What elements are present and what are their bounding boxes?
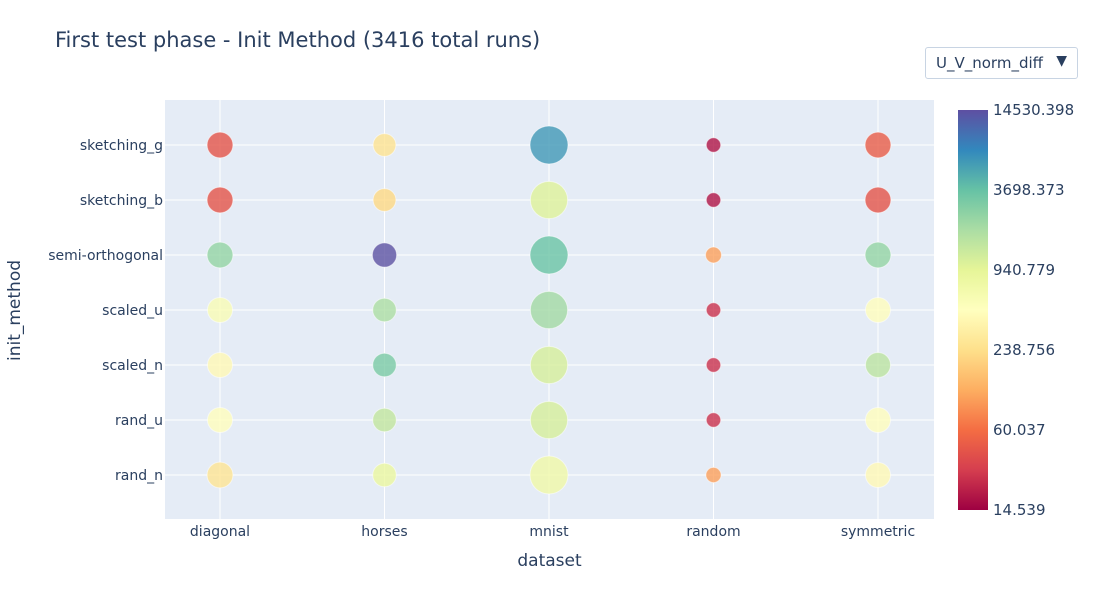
data-point[interactable] bbox=[529, 125, 569, 165]
x-tick-label: horses bbox=[361, 524, 407, 540]
data-point[interactable] bbox=[372, 462, 397, 488]
y-tick-label: scaled_n bbox=[102, 358, 163, 374]
y-tick-label: rand_n bbox=[115, 468, 163, 484]
data-point[interactable] bbox=[529, 180, 569, 220]
data-point[interactable] bbox=[206, 461, 234, 489]
data-point[interactable] bbox=[372, 297, 397, 323]
data-point[interactable] bbox=[705, 302, 722, 318]
data-point[interactable] bbox=[206, 186, 234, 214]
x-tick-label: diagonal bbox=[190, 524, 250, 540]
colorbar bbox=[958, 110, 988, 510]
x-axis-title: dataset bbox=[517, 551, 582, 571]
chart-title: First test phase - Init Method (3416 tot… bbox=[55, 28, 541, 52]
y-axis-ticks: rand_n rand_u scaled_n scaled_u semi-orthogo… bbox=[48, 138, 163, 484]
data-point[interactable] bbox=[529, 290, 569, 330]
data-point[interactable] bbox=[705, 192, 722, 208]
data-point[interactable] bbox=[705, 246, 722, 264]
x-tick-label: random bbox=[686, 524, 740, 540]
data-point[interactable] bbox=[529, 455, 569, 495]
data-point[interactable] bbox=[372, 352, 397, 378]
y-tick-label: rand_u bbox=[115, 413, 163, 429]
data-point[interactable] bbox=[864, 461, 892, 489]
data-point[interactable] bbox=[206, 241, 234, 269]
data-point[interactable] bbox=[371, 242, 398, 268]
y-axis-title: init_method bbox=[5, 260, 25, 361]
colorbar-ticks: 14530.398 3698.373 940.779 238.756 60.037 14.… bbox=[993, 101, 1074, 519]
dropdown-selected-value: U_V_norm_diff bbox=[936, 54, 1043, 72]
data-point[interactable] bbox=[705, 357, 722, 373]
chevron-down-icon: ▼ bbox=[1056, 53, 1067, 69]
data-point[interactable] bbox=[705, 466, 722, 484]
data-point[interactable] bbox=[206, 351, 234, 379]
data-point[interactable] bbox=[529, 235, 569, 275]
colorbar-tick-label: 14.539 bbox=[993, 501, 1046, 519]
data-point[interactable] bbox=[864, 186, 892, 214]
data-point[interactable] bbox=[372, 407, 397, 433]
x-axis-ticks: diagonal horses mnist random symmetric bbox=[190, 524, 915, 540]
data-point[interactable] bbox=[206, 406, 234, 434]
colorbar-tick-label: 238.756 bbox=[993, 341, 1055, 359]
data-point[interactable] bbox=[206, 131, 234, 159]
y-tick-label: scaled_u bbox=[102, 303, 163, 319]
data-point[interactable] bbox=[864, 241, 892, 269]
x-tick-label: symmetric bbox=[841, 524, 915, 540]
data-point[interactable] bbox=[529, 400, 569, 440]
data-point[interactable] bbox=[864, 406, 892, 434]
colorbar-tick-label: 940.779 bbox=[993, 261, 1055, 279]
data-point[interactable] bbox=[864, 296, 892, 324]
data-point[interactable] bbox=[206, 296, 234, 324]
y-tick-label: semi-orthogonal bbox=[48, 248, 163, 264]
x-tick-label: mnist bbox=[529, 524, 569, 540]
data-point[interactable] bbox=[864, 131, 892, 159]
y-tick-label: sketching_g bbox=[80, 138, 163, 154]
data-point[interactable] bbox=[372, 133, 397, 157]
y-tick-label: sketching_b bbox=[80, 193, 163, 209]
data-point[interactable] bbox=[705, 412, 722, 428]
data-point[interactable] bbox=[529, 345, 569, 385]
data-point[interactable] bbox=[864, 351, 892, 379]
colorbar-tick-label: 3698.373 bbox=[993, 181, 1065, 199]
data-point[interactable] bbox=[705, 137, 722, 153]
data-points bbox=[206, 125, 892, 495]
metric-dropdown[interactable]: U_V_norm_diff ▼ bbox=[925, 47, 1078, 79]
colorbar-tick-label: 14530.398 bbox=[993, 101, 1074, 119]
colorbar-tick-label: 60.037 bbox=[993, 421, 1046, 439]
data-point[interactable] bbox=[372, 188, 397, 212]
